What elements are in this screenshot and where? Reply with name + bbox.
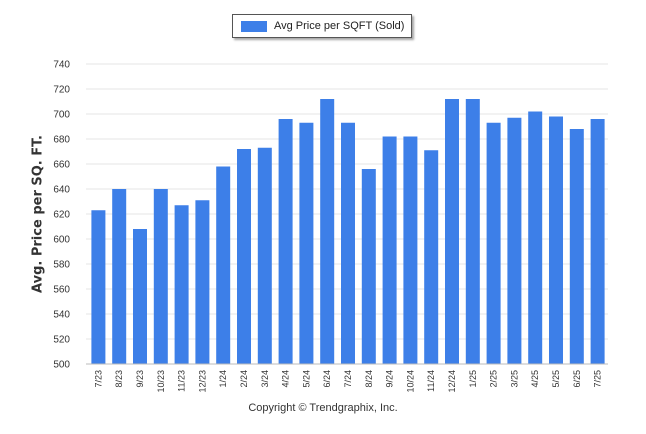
x-tick-label: 4/24 xyxy=(281,370,291,388)
y-axis-ticks: 500 520 540 560 580 600 620 640 660 680 700 720 740 xyxy=(53,60,70,371)
x-tick-label: 1/24 xyxy=(218,370,228,388)
bar-4/24 xyxy=(278,119,293,364)
bar-11/23 xyxy=(174,205,189,364)
x-tick-label: 8/23 xyxy=(114,370,124,388)
copyright-text: Copyright © Trendgraphix, Inc. xyxy=(248,402,398,414)
y-tick-label: 560 xyxy=(53,285,70,296)
x-tick-label: 7/24 xyxy=(343,370,353,388)
bar-11/24 xyxy=(424,150,439,364)
y-tick-label: 500 xyxy=(53,360,70,371)
bar-5/25 xyxy=(549,116,563,364)
x-tick-label: 6/25 xyxy=(572,370,582,388)
x-tick-label: 7/25 xyxy=(593,370,603,388)
x-tick-label: 4/25 xyxy=(530,370,540,388)
bar-7/24 xyxy=(341,122,355,364)
x-tick-label: 9/24 xyxy=(385,370,395,388)
legend: Avg Price per SQFT (Sold) xyxy=(232,14,412,38)
x-tick-label: 10/23 xyxy=(156,370,166,393)
x-tick-label: 5/24 xyxy=(301,370,311,388)
x-tick-label: 2/24 xyxy=(239,370,249,388)
bar-8/24 xyxy=(361,169,376,364)
bar-3/25 xyxy=(507,117,522,364)
x-tick-label: 12/24 xyxy=(447,370,457,393)
bars xyxy=(91,99,605,364)
y-tick-label: 540 xyxy=(53,310,70,321)
bar-9/24 xyxy=(382,136,397,364)
bar-8/23 xyxy=(112,189,127,364)
x-tick-label: 2/25 xyxy=(489,370,499,388)
x-tick-label: 7/23 xyxy=(93,370,103,388)
x-tick-label: 10/24 xyxy=(405,370,415,393)
y-tick-label: 700 xyxy=(53,110,70,121)
bar-6/24 xyxy=(320,99,335,364)
y-tick-label: 720 xyxy=(53,85,70,96)
y-axis-label: Avg. Price per SQ. FT. xyxy=(30,135,46,293)
bar-7/25 xyxy=(590,119,605,364)
y-tick-label: 600 xyxy=(53,235,70,246)
x-tick-label: 12/23 xyxy=(197,370,207,393)
x-tick-label: 6/24 xyxy=(322,370,332,388)
bar-12/24 xyxy=(445,99,459,364)
y-tick-label: 660 xyxy=(53,160,70,171)
x-tick-label: 3/25 xyxy=(509,370,519,388)
bar-3/24 xyxy=(257,147,272,364)
x-tick-label: 11/24 xyxy=(426,370,436,392)
bar-10/24 xyxy=(403,136,418,364)
x-tick-label: 8/24 xyxy=(364,370,374,388)
y-tick-label: 680 xyxy=(53,135,70,146)
bar-10/23 xyxy=(153,189,168,364)
legend-label: Avg Price per SQFT (Sold) xyxy=(274,20,405,32)
y-tick-label: 520 xyxy=(53,335,70,346)
x-tick-label: 1/25 xyxy=(468,370,478,388)
bar-9/23 xyxy=(133,229,147,364)
x-tick-label: 11/23 xyxy=(177,370,187,392)
bar-7/23 xyxy=(91,210,106,364)
y-tick-label: 640 xyxy=(53,185,70,196)
bar-5/24 xyxy=(299,122,314,364)
y-tick-label: 740 xyxy=(53,60,70,71)
y-tick-label: 580 xyxy=(53,260,70,271)
x-axis-ticks: 7/23 8/23 9/23 10/23 11/23 12/23 1/24 2/24 3/24 4… xyxy=(93,370,602,393)
bar-6/25 xyxy=(569,129,584,364)
bar-4/25 xyxy=(528,111,543,364)
bar-1/25 xyxy=(465,99,480,364)
x-tick-label: 9/23 xyxy=(135,370,145,388)
bar-2/25 xyxy=(486,122,501,364)
bar-1/24 xyxy=(216,166,231,364)
legend-swatch xyxy=(241,20,267,32)
bar-12/23 xyxy=(195,200,210,364)
x-tick-label: 5/25 xyxy=(551,370,561,388)
bar-2/24 xyxy=(237,149,251,364)
y-tick-label: 620 xyxy=(53,210,70,221)
x-tick-label: 3/24 xyxy=(260,370,270,388)
